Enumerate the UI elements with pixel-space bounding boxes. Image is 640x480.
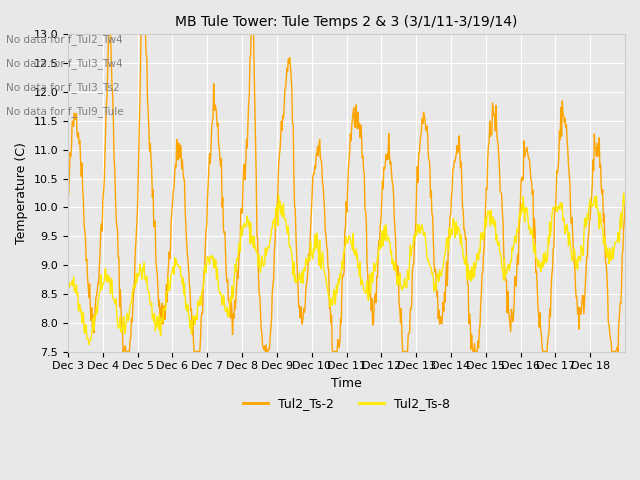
Tul2_Ts-8 xyxy=(420,232,428,238)
Title: MB Tule Tower: Tule Temps 2 & 3 (3/1/11-3/19/14): MB Tule Tower: Tule Temps 2 & 3 (3/1/11-… xyxy=(175,15,518,29)
Text: No data for f_Tul3_Ts2: No data for f_Tul3_Ts2 xyxy=(6,82,120,93)
Line: Tul2_Ts-2: Tul2_Ts-2 xyxy=(68,23,625,351)
Tul2_Ts-2 xyxy=(99,228,106,234)
Line: Tul2_Ts-8: Tul2_Ts-8 xyxy=(68,193,625,345)
Legend: Tul2_Ts-2, Tul2_Ts-8: Tul2_Ts-2, Tul2_Ts-8 xyxy=(238,392,455,415)
Tul2_Ts-8 xyxy=(85,342,93,348)
Tul2_Ts-8 xyxy=(620,191,627,196)
Tul2_Ts-8 xyxy=(388,261,396,266)
Tul2_Ts-8 xyxy=(487,207,495,213)
Tul2_Ts-2 xyxy=(106,20,113,25)
X-axis label: Time: Time xyxy=(331,377,362,390)
Tul2_Ts-2 xyxy=(404,348,412,354)
Tul2_Ts-2 xyxy=(488,132,496,137)
Tul2_Ts-2 xyxy=(119,348,127,354)
Tul2_Ts-2 xyxy=(545,330,553,336)
Tul2_Ts-8 xyxy=(545,234,552,240)
Text: No data for f_Tul9_Tule: No data for f_Tul9_Tule xyxy=(6,106,124,117)
Tul2_Ts-2 xyxy=(64,198,72,204)
Text: No data for f_Tul3_Tw4: No data for f_Tul3_Tw4 xyxy=(6,58,123,69)
Tul2_Ts-8 xyxy=(64,278,72,284)
Tul2_Ts-2 xyxy=(420,113,428,119)
Tul2_Ts-8 xyxy=(621,202,629,207)
Tul2_Ts-2 xyxy=(621,203,629,208)
Tul2_Ts-8 xyxy=(403,285,411,290)
Y-axis label: Temperature (C): Temperature (C) xyxy=(15,142,28,244)
Text: No data for f_Tul2_Tw4: No data for f_Tul2_Tw4 xyxy=(6,34,123,45)
Tul2_Ts-8 xyxy=(99,282,107,288)
Tul2_Ts-2 xyxy=(389,181,397,187)
